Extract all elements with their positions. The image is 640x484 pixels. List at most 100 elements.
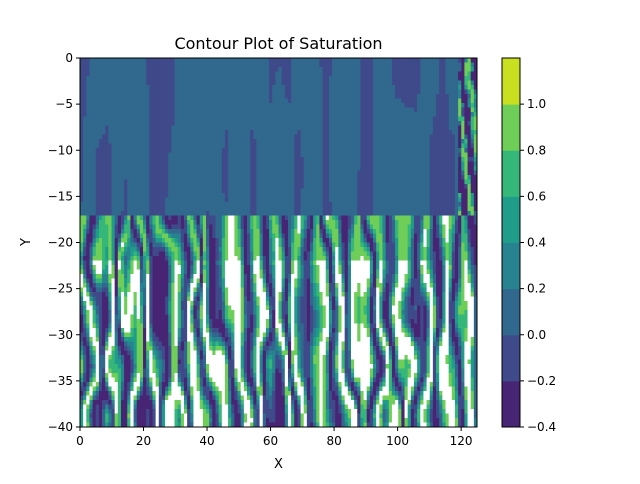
contour-cell: [388, 103, 393, 109]
contour-cell: [284, 58, 289, 64]
contour-cell: [161, 143, 166, 149]
contour-cell: [328, 80, 333, 86]
contour-cell: [407, 139, 412, 145]
contour-cell: [376, 170, 380, 176]
contour-cell: [136, 184, 141, 190]
contour-cell: [102, 58, 106, 64]
contour-cell: [284, 157, 289, 163]
contour-cell: [325, 71, 330, 77]
contour-cell: [168, 215, 172, 221]
contour-cell: [224, 103, 229, 109]
contour-cell: [376, 134, 380, 140]
contour-cell: [212, 76, 217, 82]
contour-cell: [313, 161, 317, 167]
contour-cell: [360, 103, 365, 109]
contour-cell: [124, 76, 128, 82]
contour-cell: [458, 193, 462, 199]
contour-cell: [202, 211, 207, 217]
contour-cell: [199, 152, 204, 158]
contour-cell: [177, 211, 182, 217]
contour-cell: [120, 161, 125, 167]
contour-cell: [379, 107, 384, 113]
contour-cell: [341, 80, 346, 86]
contour-cell: [108, 197, 113, 203]
contour-cell: [454, 202, 459, 208]
contour-cell: [171, 58, 176, 64]
contour-cell: [165, 193, 169, 199]
contour-cell: [180, 211, 185, 217]
contour-cell: [369, 175, 374, 181]
contour-cell: [127, 89, 132, 95]
contour-cell: [423, 116, 428, 122]
contour-cell: [158, 215, 163, 221]
contour-cell: [445, 125, 450, 131]
contour-cell: [237, 193, 242, 199]
contour-cell: [133, 152, 138, 158]
contour-cell: [417, 134, 421, 140]
contour-cell: [117, 76, 122, 82]
contour-cell: [105, 206, 109, 212]
contour-cell: [332, 94, 336, 100]
contour-cell: [350, 197, 355, 203]
contour-cell: [426, 184, 431, 190]
contour-cell: [111, 107, 116, 113]
contour-cell: [224, 94, 229, 100]
contour-cell: [243, 211, 248, 217]
contour-cell: [221, 188, 226, 194]
contour-cell: [467, 170, 472, 176]
contour-cell: [439, 152, 443, 158]
contour-cell: [155, 121, 160, 127]
contour-cell: [237, 62, 242, 68]
contour-cell: [347, 229, 352, 235]
contour-cell: [92, 211, 97, 217]
contour-cell: [319, 125, 324, 131]
contour-cell: [199, 157, 204, 163]
contour-cell: [350, 175, 355, 181]
contour-cell: [265, 157, 270, 163]
contour-cell: [436, 179, 440, 185]
contour-cell: [221, 98, 226, 104]
contour-cell: [183, 161, 188, 167]
contour-cell: [212, 152, 217, 158]
contour-cell: [439, 125, 443, 131]
contour-cell: [174, 116, 179, 122]
contour-cell: [445, 166, 450, 172]
contour-cell: [243, 80, 248, 86]
contour-cell: [404, 161, 409, 167]
contour-cell: [117, 71, 122, 77]
contour-cell: [391, 76, 396, 82]
contour-cell: [272, 85, 276, 91]
contour-cell: [451, 139, 456, 145]
contour-cell: [341, 206, 346, 212]
contour-cell: [445, 161, 450, 167]
contour-cell: [108, 67, 113, 73]
contour-cell: [237, 107, 242, 113]
contour-cell: [439, 188, 443, 194]
contour-cell: [80, 184, 84, 190]
contour-cell: [404, 98, 409, 104]
contour-cell: [294, 184, 298, 190]
contour-cell: [287, 116, 292, 122]
contour-cell: [385, 143, 390, 149]
contour-cell: [341, 179, 346, 185]
contour-cell: [206, 121, 210, 127]
contour-cell: [177, 148, 182, 154]
contour-cell: [177, 121, 182, 127]
contour-cell: [454, 125, 459, 131]
contour-cell: [152, 202, 157, 208]
contour-cell: [83, 98, 87, 104]
contour-cell: [206, 211, 210, 217]
contour-cell: [275, 161, 280, 167]
contour-cell: [413, 116, 418, 122]
contour-cell: [133, 76, 138, 82]
contour-cell: [369, 161, 374, 167]
contour-cell: [316, 139, 321, 145]
contour-cell: [436, 188, 440, 194]
contour-cell: [413, 130, 418, 136]
contour-cell: [86, 152, 91, 158]
contour-cell: [158, 58, 163, 64]
contour-cell: [369, 94, 374, 100]
contour-cell: [237, 184, 242, 190]
contour-cell: [259, 58, 264, 64]
contour-cell: [451, 148, 456, 154]
